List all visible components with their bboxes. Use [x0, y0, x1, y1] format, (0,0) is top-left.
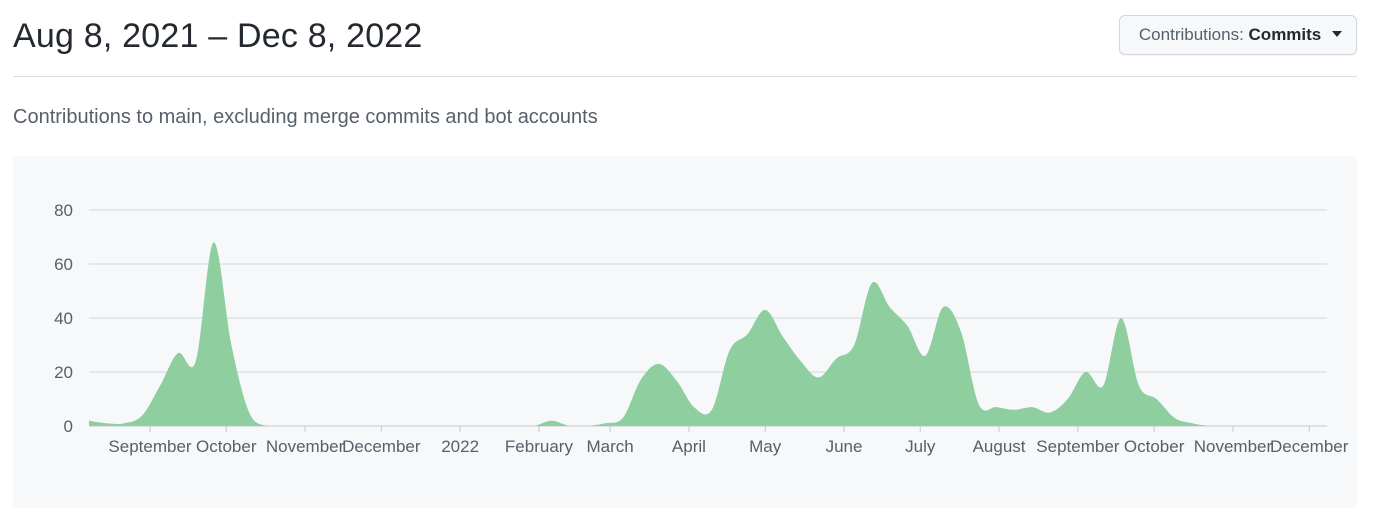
x-tick-label: December — [1270, 437, 1349, 456]
x-tick-label: November — [1194, 437, 1273, 456]
x-tick-label: July — [905, 437, 936, 456]
chart-subtitle: Contributions to main, excluding merge c… — [13, 106, 598, 128]
y-tick-label: 0 — [64, 417, 73, 436]
caret-down-icon — [1332, 30, 1342, 37]
page-header: Aug 8, 2021 – Dec 8, 2022 Contributions:… — [13, 0, 1357, 77]
x-tick-label: September — [108, 437, 191, 456]
x-tick-label: October — [1124, 437, 1185, 456]
x-tick-label: February — [505, 437, 574, 456]
area-layer — [89, 242, 1327, 426]
y-tick-label: 60 — [54, 255, 73, 274]
x-tick-label: March — [587, 437, 634, 456]
y-tick-label: 80 — [54, 201, 73, 220]
y-tick-label: 20 — [54, 363, 73, 382]
x-tick-label: June — [826, 437, 863, 456]
contributions-chart: 0 20 40 60 80 September October November Decemb… — [13, 156, 1357, 508]
y-tick-label: 40 — [54, 309, 73, 328]
x-tick-label: May — [749, 437, 782, 456]
x-tick-label: August — [973, 437, 1026, 456]
x-tick-label: April — [672, 437, 706, 456]
select-value: Commits — [1248, 25, 1322, 44]
date-range-title: Aug 8, 2021 – Dec 8, 2022 — [13, 17, 423, 55]
x-tick-label: October — [196, 437, 257, 456]
x-tick-label: November — [266, 437, 345, 456]
x-tick-label: 2022 — [441, 437, 479, 456]
x-tick-label: September — [1036, 437, 1119, 456]
contributions-type-select[interactable]: Contributions: Commits — [1118, 15, 1357, 55]
y-axis: 0 20 40 60 80 — [54, 201, 73, 436]
commits-area — [89, 242, 1327, 426]
x-tick-label: December — [342, 437, 421, 456]
select-label: Contributions: — [1138, 25, 1244, 44]
